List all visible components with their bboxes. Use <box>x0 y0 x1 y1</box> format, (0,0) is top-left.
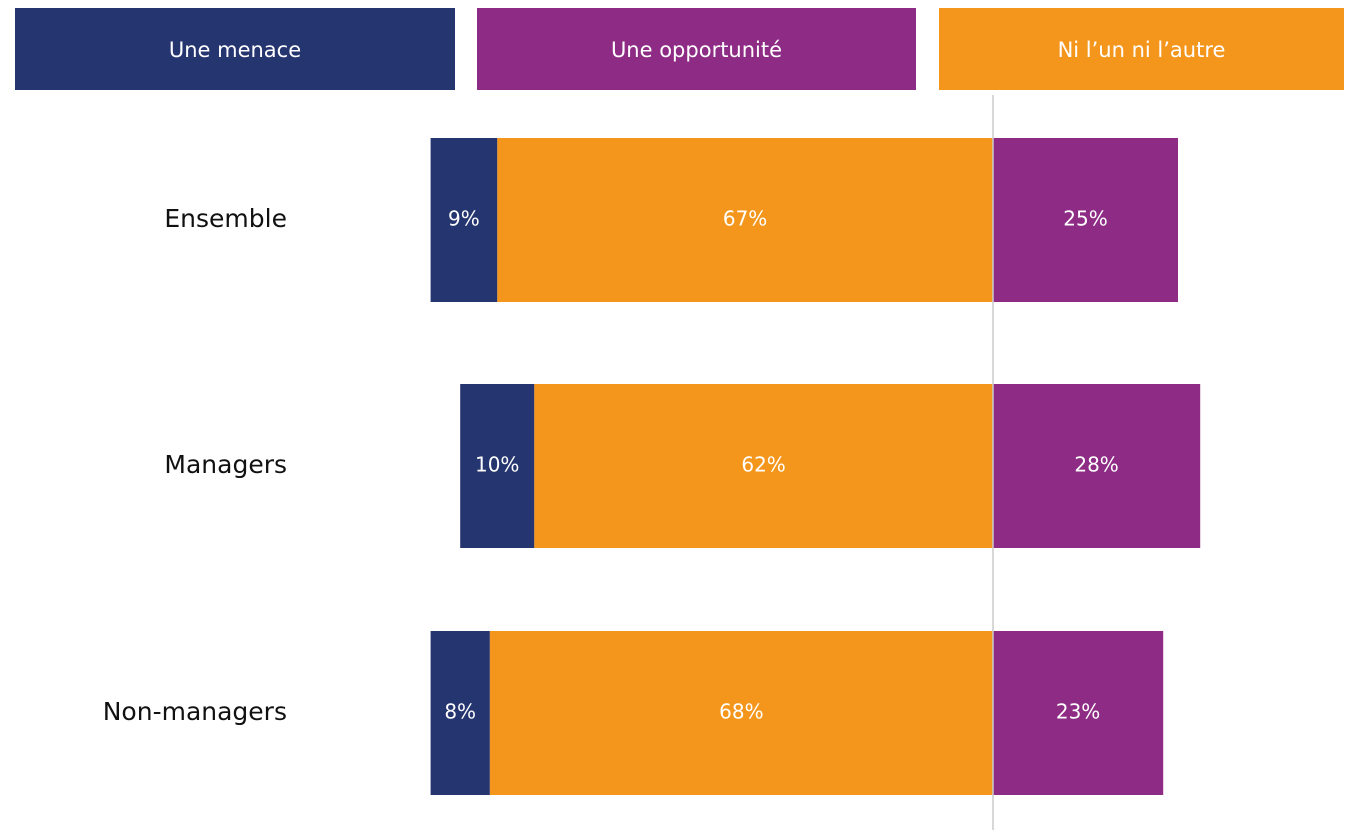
value-label: 25% <box>1063 207 1107 231</box>
bar-segment <box>430 138 498 302</box>
legend-swatch <box>15 8 455 90</box>
value-label: 28% <box>1074 453 1118 477</box>
category-label: Managers <box>164 450 287 479</box>
value-label: 8% <box>444 700 476 724</box>
bar-segment <box>534 384 993 548</box>
legend-label: Une menace <box>169 38 301 62</box>
bar-segment <box>497 138 993 302</box>
bar-segment <box>993 384 1201 548</box>
bar-segment <box>993 631 1164 795</box>
value-label: 67% <box>723 207 767 231</box>
value-label: 9% <box>448 207 480 231</box>
value-label: 23% <box>1056 700 1100 724</box>
bar-segment <box>460 384 535 548</box>
legend-label: Une opportunité <box>611 38 782 62</box>
category-label: Ensemble <box>164 204 287 233</box>
bar-segment <box>993 138 1178 302</box>
value-label: 62% <box>741 453 785 477</box>
value-label: 68% <box>719 700 763 724</box>
bar-segment <box>430 631 490 795</box>
bar-segment <box>489 631 993 795</box>
value-label: 10% <box>475 453 519 477</box>
legend-label: Ni l’un ni l’autre <box>1058 38 1226 62</box>
category-label: Non-managers <box>103 697 287 726</box>
legend-swatch <box>477 8 916 90</box>
legend-swatch <box>939 8 1344 90</box>
